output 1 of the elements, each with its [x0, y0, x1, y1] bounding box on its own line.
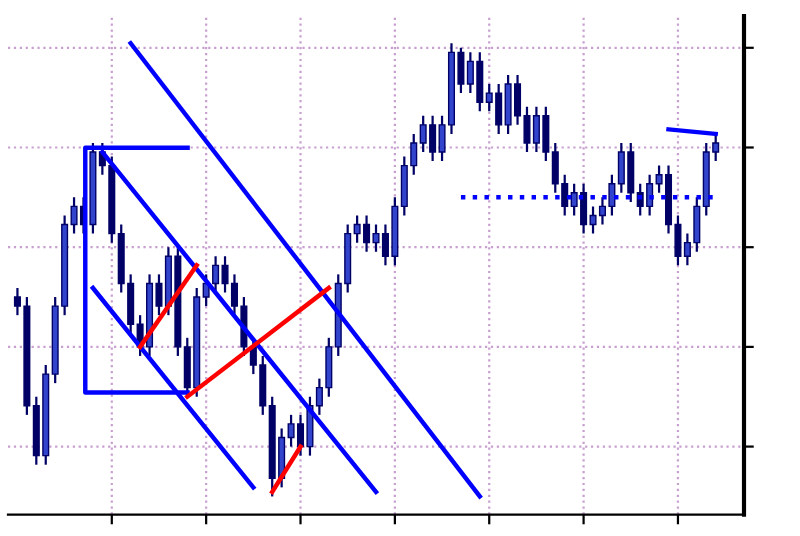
- candlestick: [296, 413, 305, 457]
